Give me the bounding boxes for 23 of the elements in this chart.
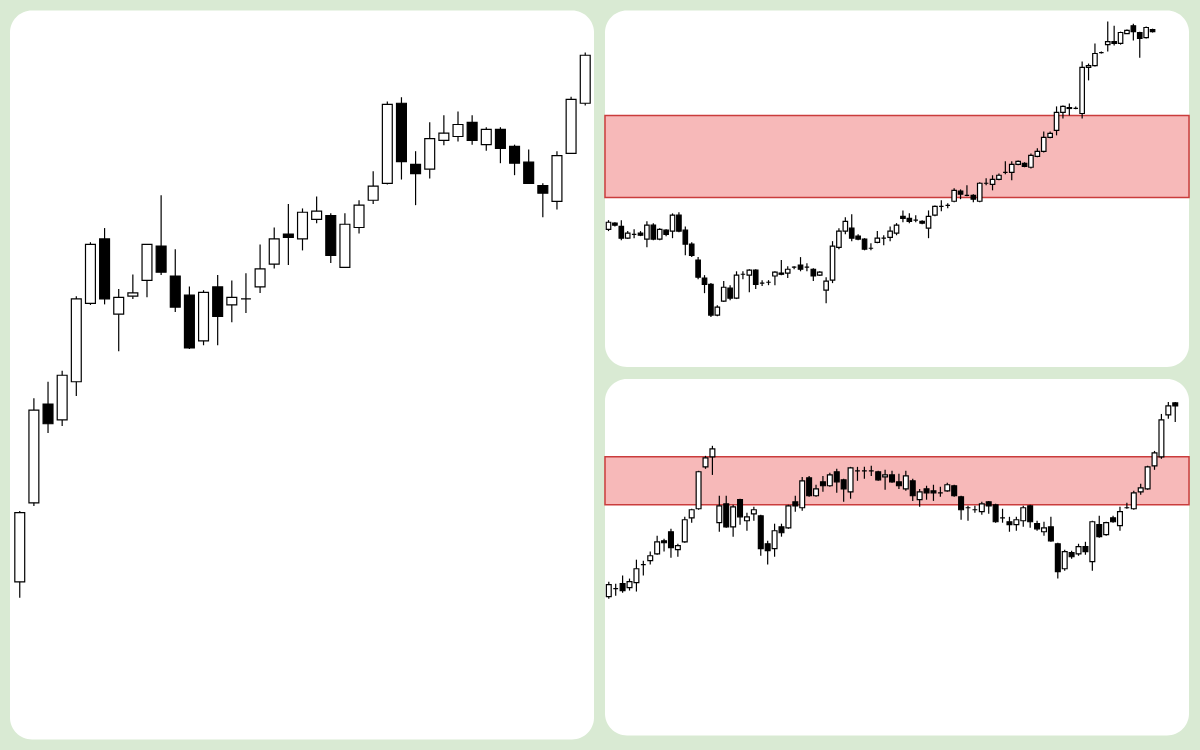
candlestick — [240, 272, 252, 314]
candlestick — [509, 144, 521, 176]
candlestick — [523, 148, 535, 184]
candlestick — [1130, 490, 1137, 511]
candlestick — [282, 203, 294, 266]
candlestick — [42, 381, 54, 434]
candlestick — [709, 445, 716, 476]
candlestick — [681, 516, 688, 544]
candlestick — [353, 199, 365, 235]
candlestick — [113, 288, 125, 352]
candlestick — [311, 195, 323, 224]
candlestick — [127, 273, 139, 300]
candlestick — [438, 114, 450, 146]
candlestick — [410, 150, 422, 206]
candlestick — [750, 506, 757, 522]
candlestick — [367, 170, 379, 205]
candlestick — [254, 243, 266, 294]
candlestick — [480, 126, 492, 152]
candlestick — [452, 110, 464, 142]
candlestick — [537, 182, 549, 218]
candlestick — [466, 114, 478, 146]
candlestick — [226, 279, 238, 323]
candlestick — [494, 126, 506, 164]
